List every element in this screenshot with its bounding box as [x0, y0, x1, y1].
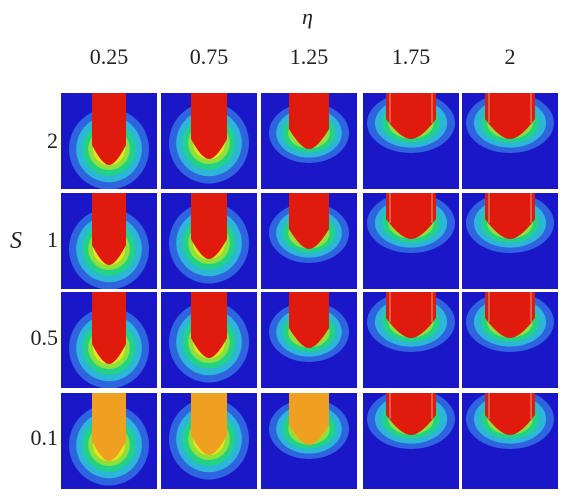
contour-panel — [363, 393, 459, 489]
contour-panel — [261, 292, 357, 388]
row-label: 0.1 — [30, 425, 59, 450]
contour-panel — [363, 93, 459, 189]
eta-axis-label: η — [302, 4, 313, 29]
column-label: 2 — [504, 44, 516, 69]
column-label: 1.25 — [289, 44, 329, 69]
column-label: 0.75 — [189, 44, 229, 69]
row-label: 1 — [47, 227, 58, 252]
contour-panel — [161, 193, 257, 289]
contour-panel — [61, 93, 157, 189]
contour-panel — [161, 93, 257, 189]
column-label: 1.75 — [391, 44, 431, 69]
contour-panel — [363, 292, 459, 388]
contour-panel — [161, 393, 257, 489]
contour-panel — [462, 292, 558, 388]
contour-panel — [261, 193, 357, 289]
contour-panel — [462, 393, 558, 489]
contour-panel — [462, 193, 558, 289]
contour-panel — [61, 292, 157, 388]
contour-panel — [161, 292, 257, 388]
contour-panel — [261, 393, 357, 489]
contour-panel — [462, 93, 558, 189]
row-label: 0.5 — [30, 325, 59, 350]
row-label: 2 — [47, 128, 58, 153]
contour-panel — [261, 93, 357, 189]
contour-panel — [363, 193, 459, 289]
contour-panel — [61, 193, 157, 289]
contour-panel — [61, 393, 157, 489]
column-label: 0.25 — [89, 44, 129, 69]
s-axis-label: S — [10, 228, 22, 254]
